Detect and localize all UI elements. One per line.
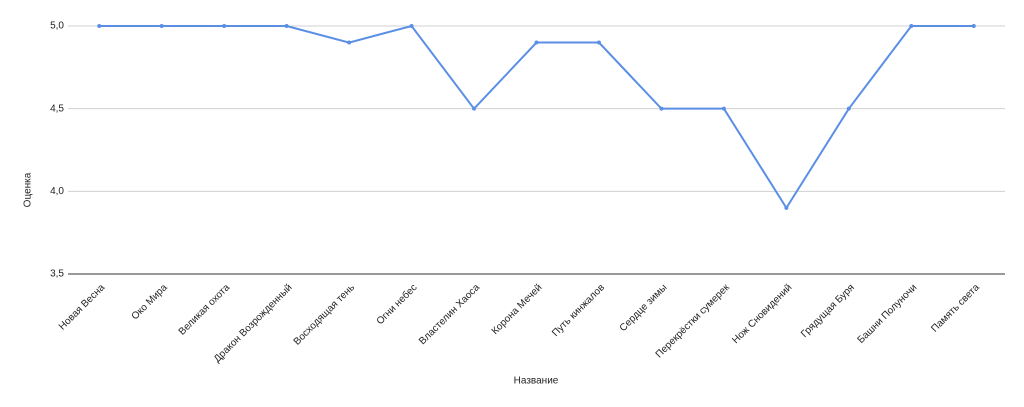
y-tick-label: 4,0	[50, 186, 64, 197]
data-point	[659, 106, 664, 111]
data-point	[846, 106, 851, 111]
data-point	[534, 40, 539, 45]
x-tick-label: Сердце зимы	[618, 282, 670, 334]
x-tick-label: Нож Сновидений	[730, 282, 794, 346]
data-point	[784, 205, 789, 210]
x-tick-label: Восходящая тень	[292, 282, 357, 347]
x-tick-label: Путь кинжалов	[550, 282, 607, 339]
data-point	[909, 24, 914, 28]
y-axis-title: Оценка	[23, 172, 34, 207]
x-tick-label: Корона Мечей	[490, 282, 545, 337]
x-tick-label: Башни Полуночи	[856, 282, 920, 346]
x-tick-label: Память света	[929, 282, 982, 335]
data-point	[409, 24, 414, 28]
y-tick-label: 4,5	[50, 103, 64, 114]
x-tick-label: Око Мира	[130, 282, 170, 322]
data-point	[596, 40, 601, 45]
x-tick-label: Властелин Хаоса	[417, 282, 482, 347]
data-point	[222, 24, 227, 28]
data-point	[971, 24, 976, 28]
x-tick-label: Огни небес	[374, 282, 420, 328]
data-point	[347, 40, 352, 45]
data-point	[159, 24, 164, 28]
x-tick-label: Грядущая Буря	[799, 282, 857, 340]
data-point	[721, 106, 726, 111]
data-line	[99, 24, 974, 210]
y-tick-label: 3,5	[50, 269, 64, 280]
x-tick-label: Новая Весна	[57, 282, 108, 333]
data-point	[284, 24, 289, 28]
data-point	[472, 106, 477, 111]
x-axis-title: Название	[514, 376, 559, 387]
x-tick-label: Великая охота	[177, 282, 233, 338]
data-point	[97, 24, 102, 28]
y-tick-label: 5,0	[50, 21, 64, 32]
